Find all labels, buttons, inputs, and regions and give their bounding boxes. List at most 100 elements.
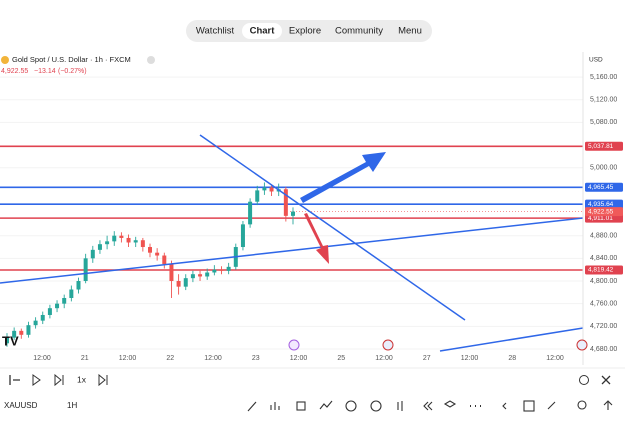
candle-body <box>76 281 81 290</box>
tool-layers[interactable] <box>443 400 457 408</box>
y-tick-label: 5,160.00 <box>590 74 617 81</box>
last-price-label: 4,922.55 <box>588 208 614 215</box>
tool-bars[interactable] <box>397 401 403 411</box>
nav-item[interactable]: Watchlist <box>196 26 235 37</box>
symbol[interactable]: XAUUSD <box>4 401 38 410</box>
candle-body <box>97 244 102 250</box>
level-tag <box>585 265 623 275</box>
level-label: 4,935.64 <box>588 201 614 208</box>
arrow-down <box>304 213 329 264</box>
level-tag <box>585 199 623 209</box>
y-tick-label: 4,760.00 <box>590 301 617 308</box>
nav-item[interactable]: Menu <box>398 26 422 37</box>
candle-body <box>19 330 24 335</box>
tool-replay[interactable] <box>423 401 433 411</box>
icon-forward[interactable] <box>98 373 108 387</box>
y-tick-label: 4,720.00 <box>590 323 617 330</box>
tools <box>247 400 613 412</box>
event-icon[interactable] <box>288 339 300 351</box>
icon-start[interactable] <box>9 375 20 385</box>
x-tick-label: 12:00 <box>204 355 222 362</box>
candle-body <box>126 237 131 243</box>
candle-body <box>55 303 60 309</box>
candle-body <box>205 272 210 277</box>
candle-body <box>198 274 203 277</box>
tool-bulb[interactable] <box>577 400 587 410</box>
nav-active <box>242 23 282 39</box>
tool-undo[interactable] <box>502 402 507 410</box>
event-icon[interactable] <box>382 339 394 351</box>
candle-body <box>90 249 95 259</box>
candle-body <box>112 235 117 242</box>
candle-body <box>148 247 152 253</box>
level-label: 4,911.01 <box>588 215 613 222</box>
candle-body <box>255 190 260 202</box>
tool-pen[interactable] <box>247 401 257 412</box>
level-label: 5,037.81 <box>588 143 614 150</box>
icon-camera[interactable] <box>579 375 589 385</box>
x-tick-label: 12:00 <box>290 355 308 362</box>
arrow-up <box>300 152 386 203</box>
chart-title: Gold Spot / U.S. Dollar · 1h · FXCM <box>12 55 131 64</box>
event-icon[interactable] <box>576 339 588 351</box>
candle-body <box>119 235 124 238</box>
tool-expand[interactable] <box>547 401 556 410</box>
y-tick-label: 5,080.00 <box>590 119 617 126</box>
x-tick-label: 28 <box>508 355 516 362</box>
candle-body <box>240 224 245 248</box>
symbol-icon <box>1 56 9 64</box>
nav-item[interactable]: Community <box>335 26 383 37</box>
quote-price: 4,922.55 <box>1 68 28 75</box>
tool-share[interactable] <box>603 400 613 410</box>
x-tick-label: 22 <box>166 355 174 362</box>
currency[interactable]: USD <box>589 57 603 64</box>
candle-body <box>162 255 167 265</box>
candle-body <box>83 258 88 282</box>
icon-play[interactable] <box>32 374 41 386</box>
candle-body <box>269 187 274 192</box>
candle-body <box>169 264 174 282</box>
y-tick-label: 5,000.00 <box>590 165 617 172</box>
candle-body <box>12 330 17 338</box>
interval[interactable]: 1H <box>67 401 77 410</box>
time-axis: 12:00 21 12:00 22 12:00 23 12:00 25 12:00 27 12:00… <box>33 355 564 362</box>
tool-grid[interactable] <box>296 401 306 411</box>
candle-body <box>33 320 38 326</box>
x-tick-label: 12:00 <box>461 355 479 362</box>
candle-body <box>226 266 231 271</box>
grid <box>0 76 583 350</box>
y-tick-label: 4,680.00 <box>590 346 617 353</box>
candle-body <box>26 325 31 335</box>
tool-add[interactable] <box>345 400 357 412</box>
candle-body <box>283 189 288 216</box>
x-tick-label: 27 <box>423 355 431 362</box>
quote-percent: (−0.27%) <box>58 68 87 75</box>
level-label: 4,819.42 <box>588 267 614 274</box>
level-label: 4,965.45 <box>588 184 614 191</box>
tool-indicators[interactable] <box>270 402 280 410</box>
trend-line <box>0 217 584 284</box>
y-tick-label: 5,120.00 <box>590 97 617 104</box>
x-tick-label: 12:00 <box>546 355 564 362</box>
candle-body <box>40 314 45 321</box>
y-tick-label: 4,880.00 <box>590 233 617 240</box>
level-tag <box>585 182 623 192</box>
x-tick-label: 21 <box>81 355 89 362</box>
last-price-tag <box>585 207 623 217</box>
tool-alert[interactable] <box>370 400 382 412</box>
nav-item[interactable]: Chart <box>250 26 276 37</box>
candle-body <box>291 211 295 216</box>
nav-item[interactable]: Explore <box>289 26 321 37</box>
trend-line <box>199 134 466 321</box>
candle-body <box>176 281 181 287</box>
candle-body <box>5 337 9 344</box>
y-tick-label: 4,800.00 <box>590 278 617 285</box>
icon-close[interactable] <box>601 375 611 385</box>
levels <box>0 145 583 271</box>
tool-compare[interactable] <box>319 400 333 410</box>
speed[interactable]: 1x <box>77 374 87 384</box>
quote-change: −13.14 <box>34 68 56 75</box>
tool-fullscreen[interactable] <box>523 400 535 412</box>
nav-items: Watchlist Chart Explore Community Menu <box>196 23 422 39</box>
icon-step[interactable] <box>54 373 64 387</box>
